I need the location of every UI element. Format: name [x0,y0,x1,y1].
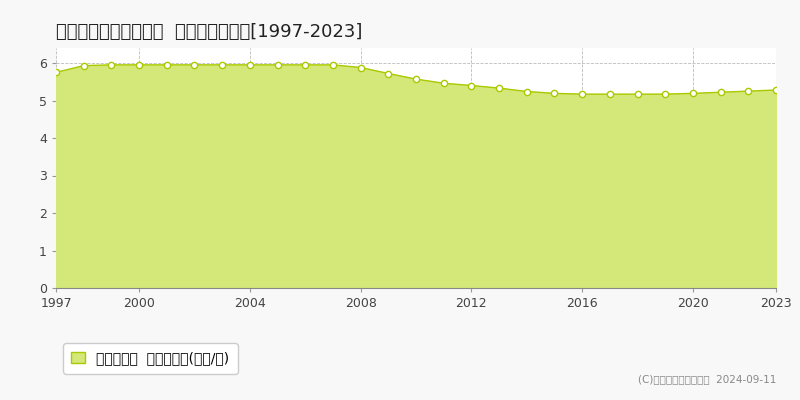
Legend: 基準地価格  平均嵪単価(万円/嵪): 基準地価格 平均嵪単価(万円/嵪) [63,343,238,374]
Text: 東臼杵郡門川町庵川西  基準地価格推移[1997-2023]: 東臼杵郡門川町庵川西 基準地価格推移[1997-2023] [56,23,362,41]
Text: (C)土地価格ドットコム  2024-09-11: (C)土地価格ドットコム 2024-09-11 [638,374,776,384]
